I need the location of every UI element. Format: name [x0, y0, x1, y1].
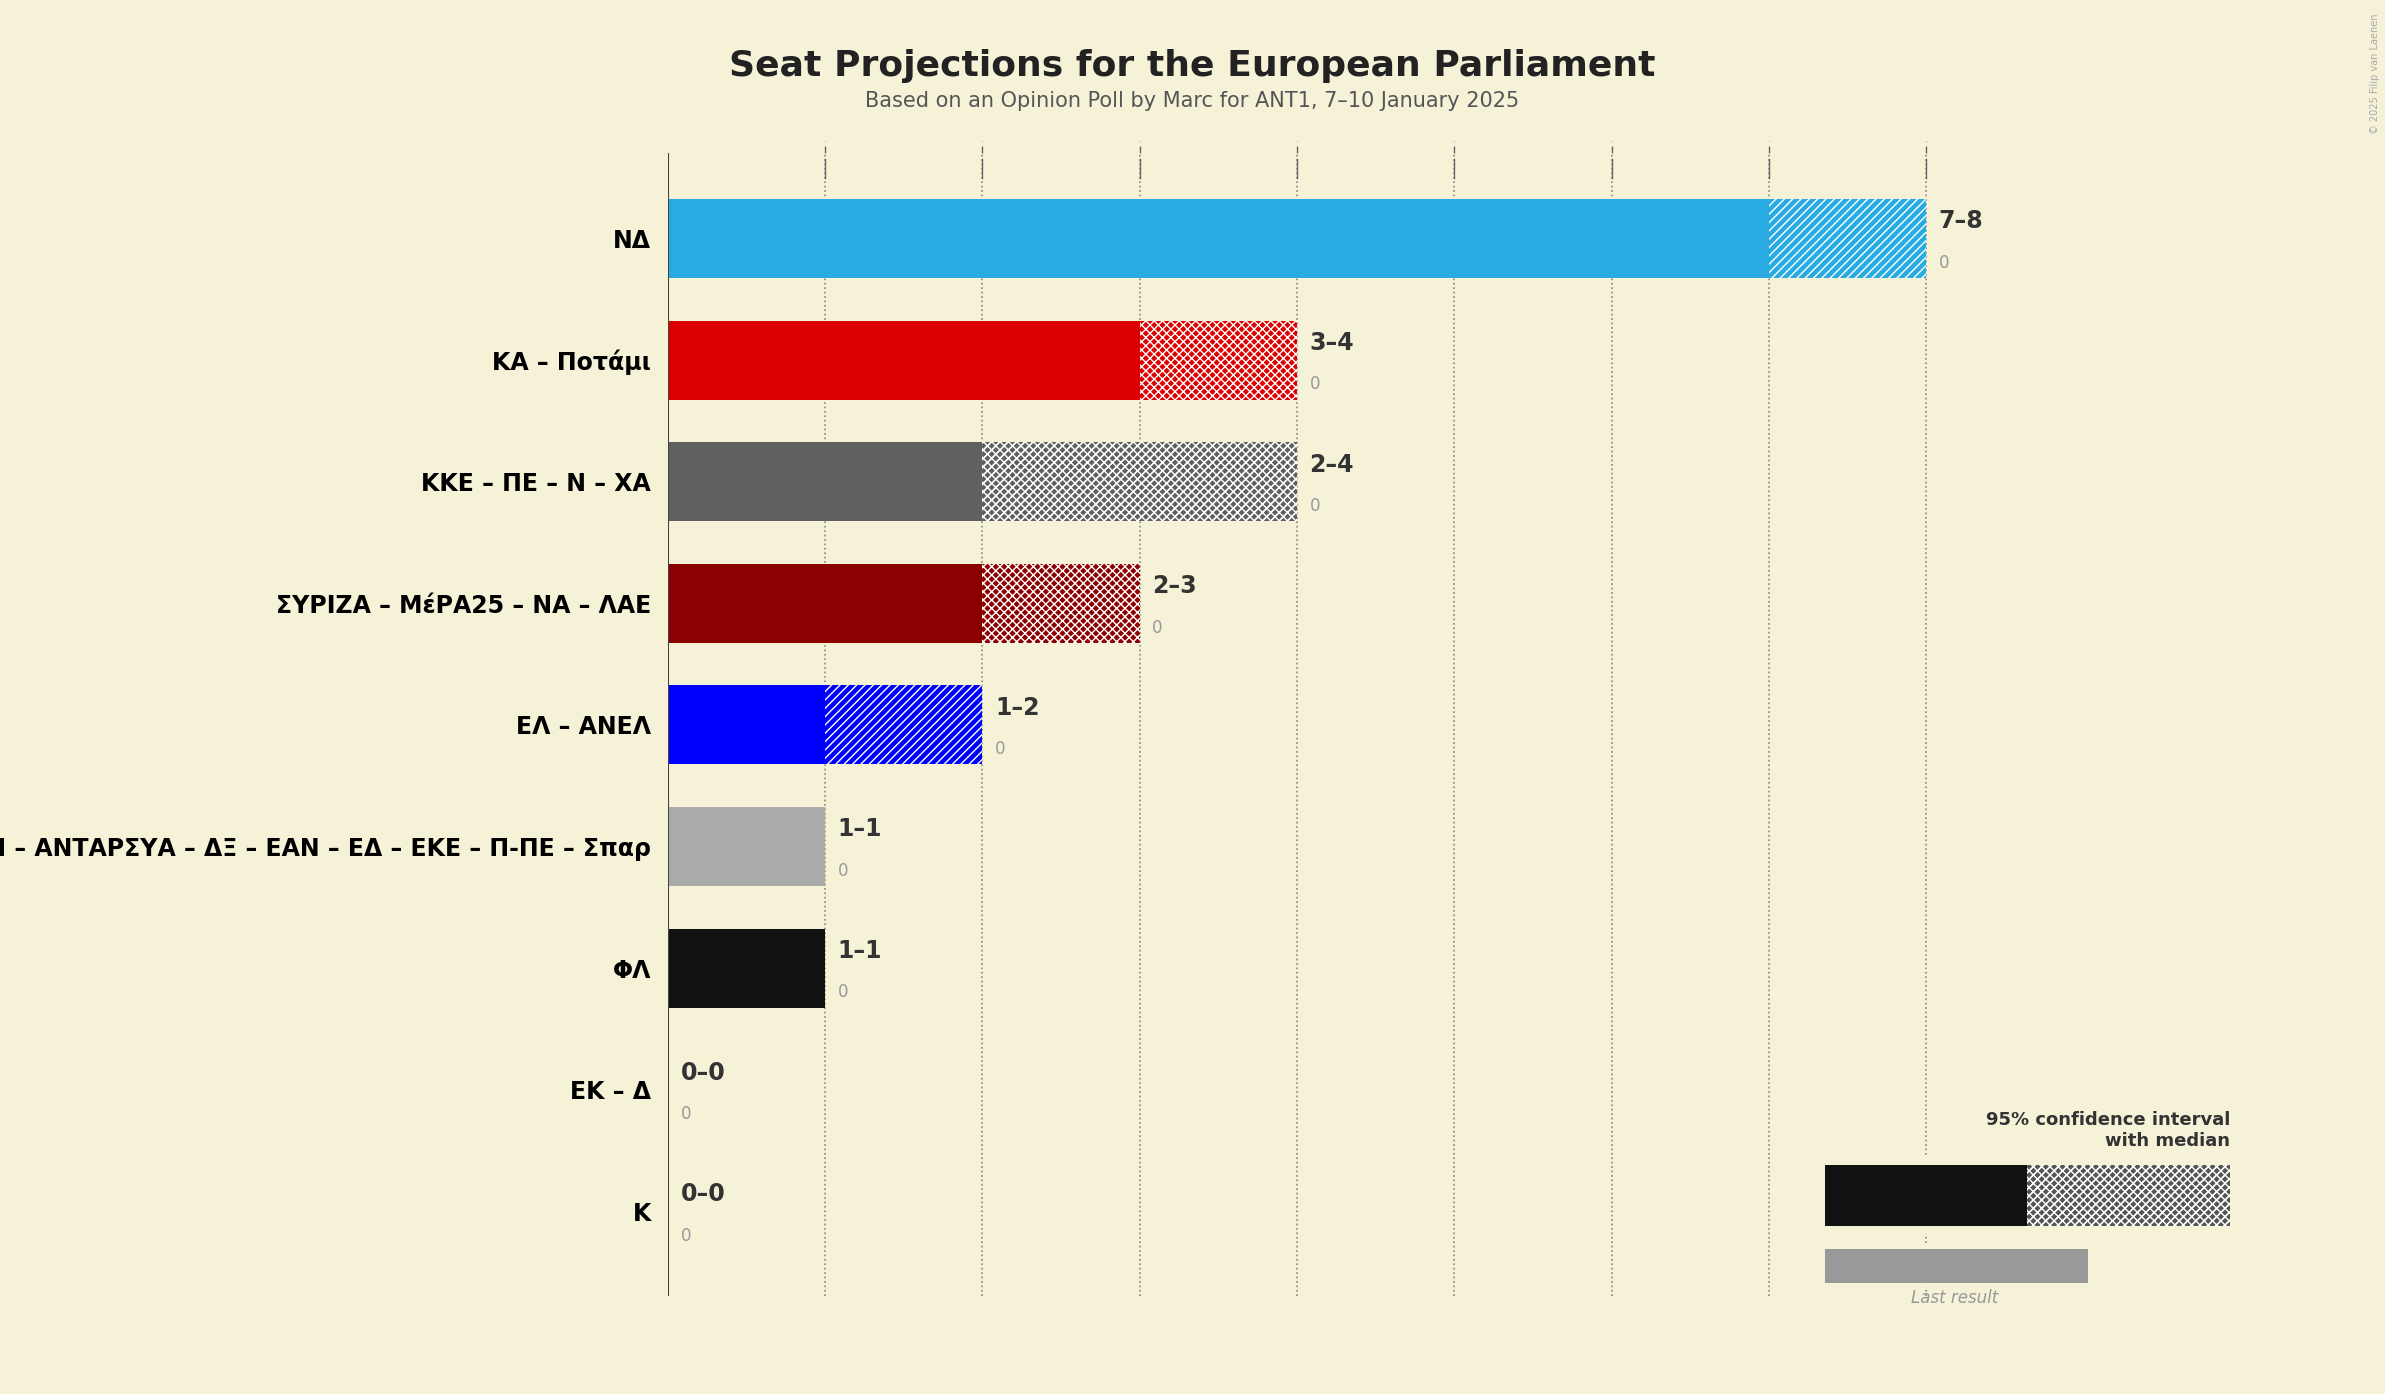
Text: 1–1: 1–1 — [837, 940, 882, 963]
Bar — [1770, 199, 1927, 277]
Text: 0: 0 — [1152, 619, 1164, 637]
Bar — [1140, 321, 1297, 400]
Bar — [983, 442, 1297, 521]
Text: 0: 0 — [837, 861, 849, 880]
Text: 1–2: 1–2 — [995, 696, 1040, 719]
Text: Seat Projections for the European Parliament: Seat Projections for the European Parlia… — [730, 49, 1655, 82]
Bar — [668, 686, 825, 764]
Text: Based on an Opinion Poll by Marc for ANT1, 7–10 January 2025: Based on an Opinion Poll by Marc for ANT… — [866, 91, 1519, 110]
Text: 0: 0 — [680, 1105, 692, 1124]
Text: 95% confidence interval
with median: 95% confidence interval with median — [1987, 1111, 2230, 1150]
Text: Last result: Last result — [1910, 1289, 1999, 1308]
Text: 0: 0 — [1309, 498, 1321, 514]
Bar — [983, 563, 1140, 643]
Bar — [825, 686, 983, 764]
Text: 0: 0 — [680, 1227, 692, 1245]
Text: 0–0: 0–0 — [680, 1061, 725, 1085]
Text: 2–3: 2–3 — [1152, 574, 1197, 598]
Bar — [1770, 199, 1927, 277]
Bar — [1825, 1165, 2027, 1227]
Text: 2–4: 2–4 — [1309, 453, 1355, 477]
Text: 0: 0 — [995, 740, 1006, 758]
Text: 3–4: 3–4 — [1309, 330, 1355, 355]
Bar — [668, 928, 825, 1008]
Text: 7–8: 7–8 — [1939, 209, 1984, 233]
Text: 0–0: 0–0 — [680, 1182, 725, 1206]
Bar — [668, 563, 983, 643]
Text: 0: 0 — [1939, 254, 1949, 272]
Text: 0: 0 — [837, 983, 849, 1001]
Text: 0: 0 — [1309, 375, 1321, 393]
Text: © 2025 Filip van Laenen: © 2025 Filip van Laenen — [2371, 14, 2380, 134]
Bar — [2027, 1165, 2230, 1227]
Bar — [668, 321, 1140, 400]
Bar — [983, 563, 1140, 643]
Bar — [2027, 1165, 2230, 1227]
Bar — [668, 807, 825, 887]
Bar — [983, 442, 1297, 521]
Bar — [2027, 1165, 2230, 1227]
Bar — [825, 686, 983, 764]
Bar — [668, 199, 1770, 277]
Bar — [668, 442, 983, 521]
Text: 1–1: 1–1 — [837, 817, 882, 842]
Bar — [983, 442, 1297, 521]
Bar — [1825, 1249, 2089, 1282]
Bar — [1140, 321, 1297, 400]
